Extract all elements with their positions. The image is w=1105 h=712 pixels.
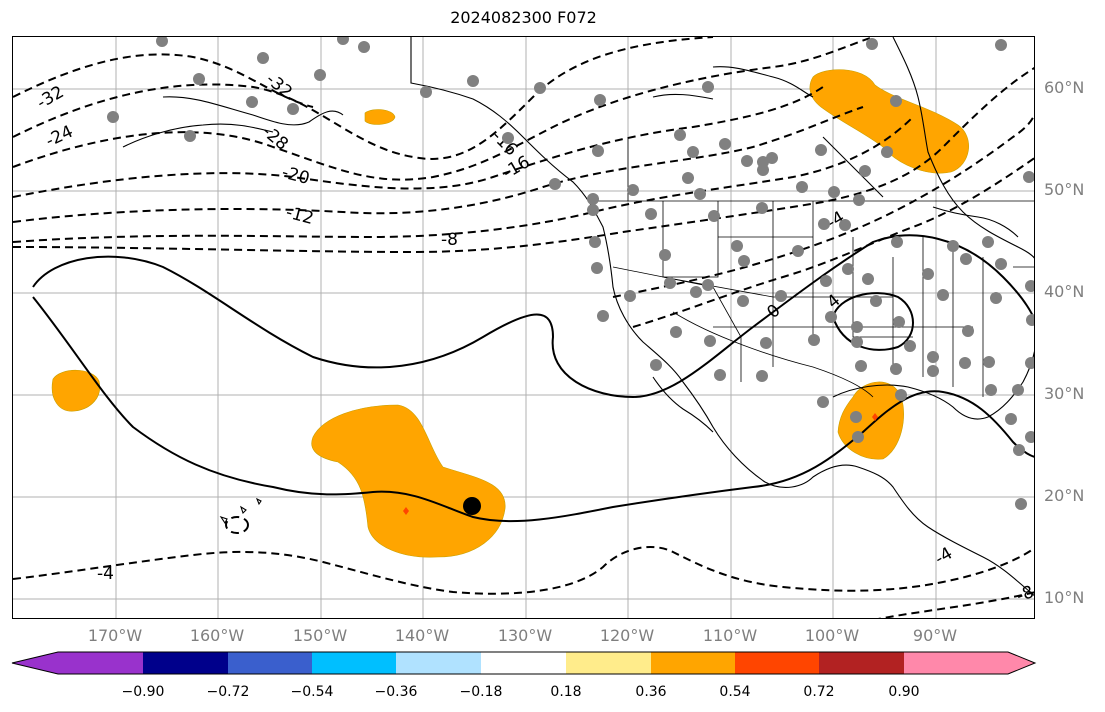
contour-label: -4 <box>97 564 114 584</box>
lat-label-20: 20°N <box>1044 486 1085 505</box>
contour-label: -32 <box>262 70 296 103</box>
colorbar-segment <box>396 652 481 674</box>
lon-label-150w: 150°W <box>292 626 348 645</box>
colorbar-tick-label: −0.72 <box>206 684 250 700</box>
contour-label: -20 <box>280 163 312 190</box>
contour-solid-0 <box>32 234 1034 399</box>
graticule <box>13 37 1034 618</box>
contour-label: -8 <box>1014 582 1035 607</box>
colorbar-segment <box>904 652 1035 674</box>
colorbar-segment <box>228 652 312 674</box>
shade-gulf <box>837 381 904 460</box>
shade-hudson <box>809 69 969 174</box>
contour-dashed-6 <box>13 116 914 243</box>
colorbar-tick-label: 0.72 <box>803 684 835 700</box>
lat-label-60: 60°N <box>1044 78 1085 97</box>
colorbar-segment <box>566 652 651 674</box>
contour-dashed-1 <box>13 53 314 108</box>
station-dots <box>107 37 1034 510</box>
colorbar-segment <box>735 652 819 674</box>
colorbar-tick-label: −0.90 <box>121 684 165 700</box>
colorbar-tick-label: −0.54 <box>290 684 334 700</box>
colorbar-tick-label: 0.18 <box>550 684 582 700</box>
contour-label: -4 <box>932 544 957 570</box>
colorbar-outline <box>11 651 1037 675</box>
colorbar-segment <box>12 652 143 674</box>
lon-label-100w: 100°W <box>804 626 860 645</box>
map-panel: -32 -28 -32 -24 -20 -16 -12 -8 -4 -16 -4… <box>12 36 1035 619</box>
contour-label: -32 <box>34 82 68 113</box>
contour-label: -24 <box>43 122 77 152</box>
colorbar-tick-label: 0.36 <box>635 684 667 700</box>
colorbar <box>11 651 1037 675</box>
lon-label-90w: 90°W <box>912 626 958 645</box>
contour-dashed-south2 <box>878 591 1034 618</box>
lat-label-50: 50°N <box>1044 180 1085 199</box>
lon-label-160w: 160°W <box>189 626 245 645</box>
shade-alaska-small <box>364 109 396 125</box>
contour-label: 4 <box>823 291 844 313</box>
contour-dashed-2 <box>13 37 714 160</box>
lat-label-10: 10°N <box>1044 588 1085 607</box>
colorbar-segment <box>312 652 396 674</box>
contour-dashed-south <box>13 546 1034 595</box>
contour-label: -28 <box>258 122 292 155</box>
colorbar-tick-label: 0.90 <box>888 684 920 700</box>
map-title: 2024082300 F072 <box>450 8 597 27</box>
contour-dashed-3 <box>13 37 874 181</box>
colorbar-segment <box>143 652 228 674</box>
lat-label-30: 30°N <box>1044 384 1085 403</box>
colorbar-tick-label: −0.18 <box>459 684 503 700</box>
contour-label: 0 <box>763 301 784 323</box>
map-svg: -32 -28 -32 -24 -20 -16 -12 -8 -4 -16 -4… <box>13 37 1035 618</box>
lon-label-140w: 140°W <box>394 626 450 645</box>
lon-label-170w: 170°W <box>87 626 143 645</box>
colorbar-tick-label: −0.36 <box>374 684 418 700</box>
storm-marker <box>463 497 481 515</box>
red-markers <box>403 413 878 515</box>
contour-dashed-8 <box>612 112 1034 298</box>
colorbar-segment <box>651 652 735 674</box>
contour-dashed-4 <box>13 86 824 198</box>
lon-label-110w: 110°W <box>702 626 758 645</box>
contour-label: -8 <box>441 230 458 250</box>
colorbar-segments <box>12 652 1035 674</box>
contour-dashed-9 <box>632 157 1034 328</box>
coastlines <box>122 37 1034 597</box>
shade-west-pacific <box>51 369 101 412</box>
contour-solid-low <box>32 296 1034 523</box>
colorbar-tick-label: 0.54 <box>719 684 751 700</box>
shaded-regions <box>51 69 969 558</box>
lat-label-40: 40°N <box>1044 282 1085 301</box>
lon-label-130w: 130°W <box>497 626 553 645</box>
shade-central-pacific <box>311 404 506 558</box>
borders <box>593 137 1034 398</box>
contour-small-hawaii <box>225 516 249 534</box>
lon-label-120w: 120°W <box>599 626 655 645</box>
contour-label: -12 <box>284 203 316 230</box>
colorbar-segment <box>481 652 566 674</box>
contour-label: -16 <box>487 126 521 160</box>
contour-dashed-5 <box>13 106 864 223</box>
colorbar-segment <box>819 652 904 674</box>
